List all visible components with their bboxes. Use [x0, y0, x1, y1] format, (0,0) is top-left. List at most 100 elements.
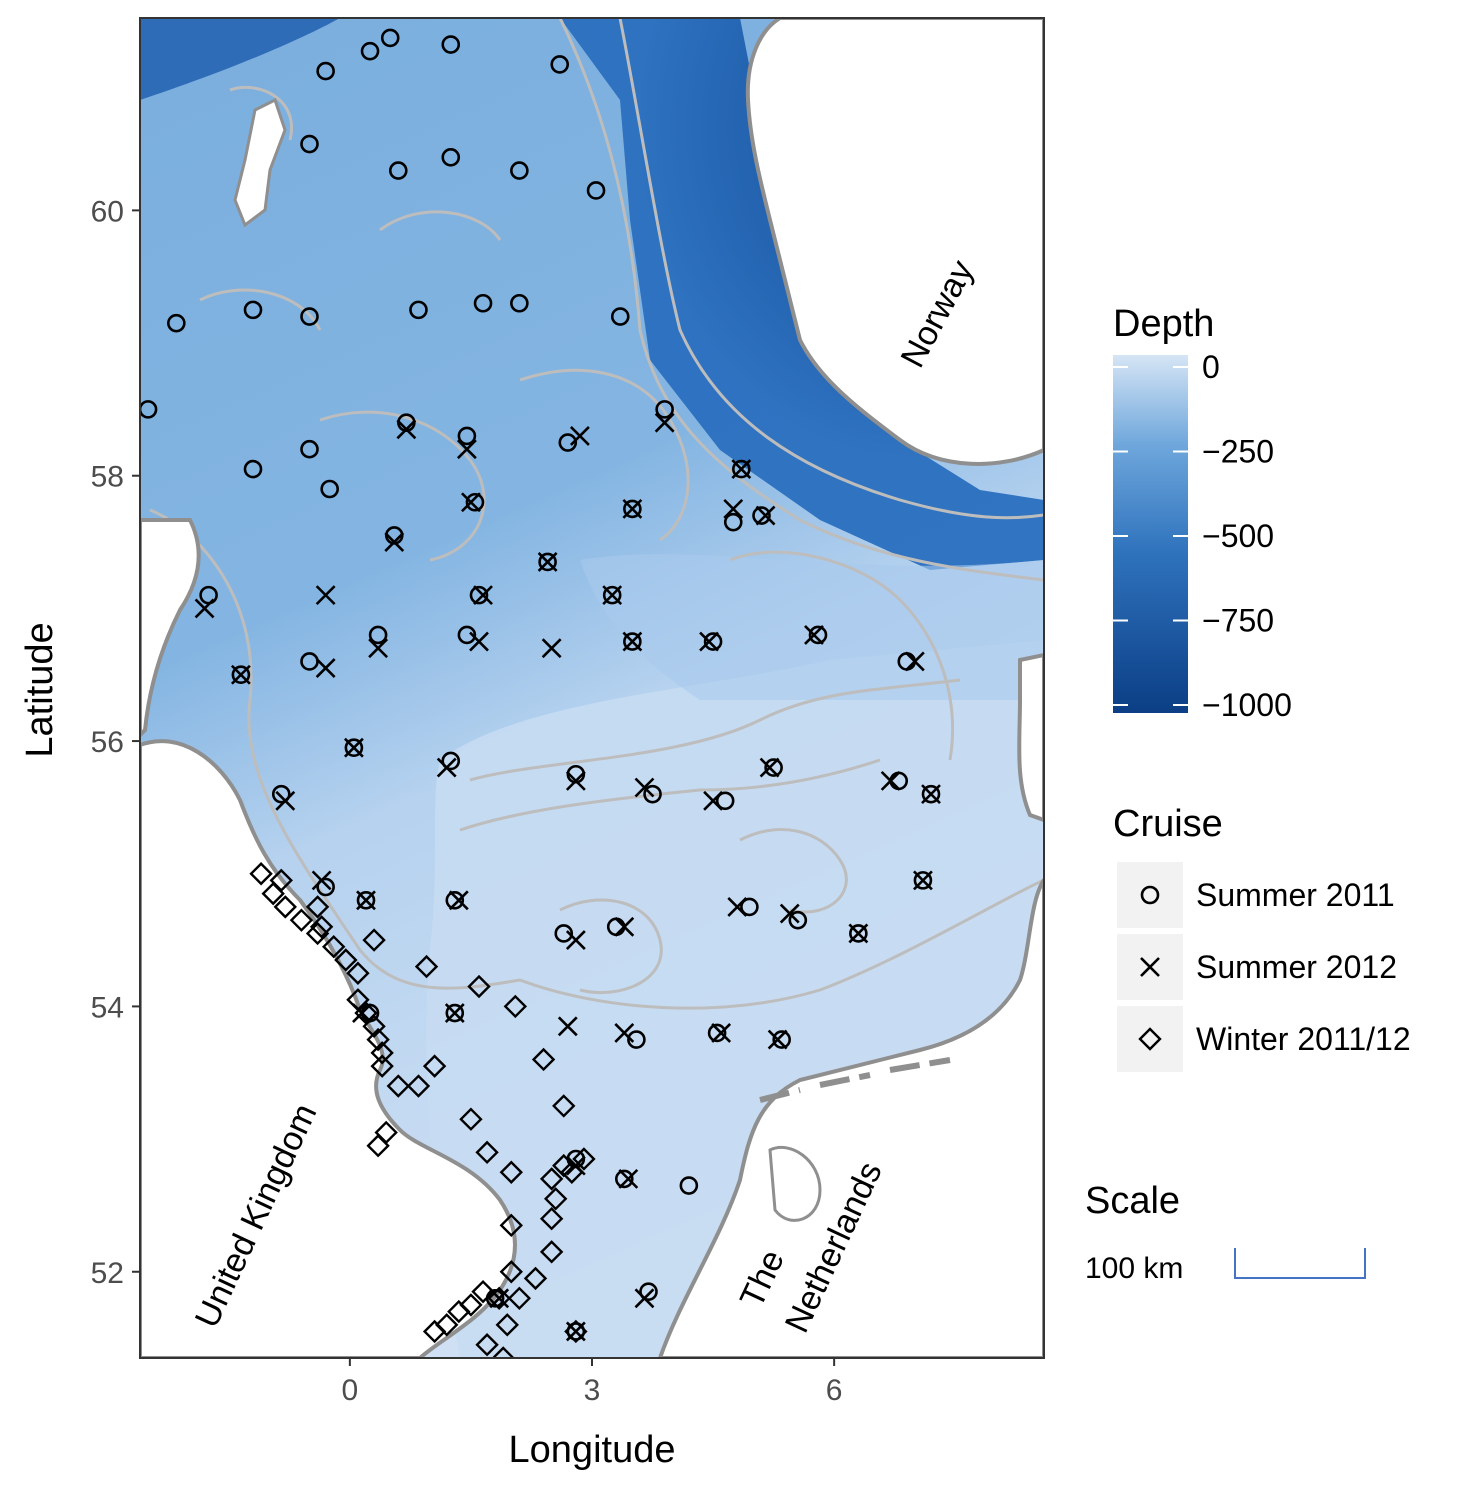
station-summer-2011-marker [167, 313, 186, 333]
station-winter-2011-12-marker [560, 1160, 584, 1184]
station-summer-2011-marker [679, 1176, 699, 1195]
station-winter-2011-12-marker [499, 1260, 523, 1284]
station-summer-2012-marker [755, 505, 776, 526]
cruise-legend-label: Summer 2012 [1196, 949, 1397, 985]
station-winter-2011-12-marker [422, 1054, 447, 1078]
land-norway [745, 18, 1044, 466]
station-summer-2011-marker [316, 877, 335, 897]
station-summer-2012-marker [194, 598, 215, 619]
station-summer-2011-marker [723, 512, 743, 532]
x-tick-label: 6 [826, 1374, 843, 1407]
station-summer-2012-marker [311, 870, 332, 891]
station-summer-2011-marker [457, 426, 477, 446]
x-tick-label: 3 [584, 1374, 601, 1407]
legend-circle-icon [1140, 885, 1160, 905]
station-winter-2011-12-marker [414, 954, 439, 979]
cruise-legend-title: Cruise [1113, 803, 1223, 845]
station-winter-2011-12-marker [435, 1313, 459, 1337]
station-summer-2012-marker [444, 1003, 465, 1023]
station-summer-2012-marker [315, 658, 336, 679]
station-winter-2011-12-marker [305, 895, 330, 919]
depth-legend-title: Depth [1113, 303, 1214, 345]
station-winter-2011-12-marker [507, 1286, 532, 1310]
station-summer-2011-marker [441, 751, 461, 771]
station-winter-2011-12-marker [572, 1147, 596, 1171]
station-summer-2012-marker [436, 757, 457, 778]
station-summer-2011-marker [707, 1023, 727, 1043]
station-summer-2011-marker [623, 499, 642, 519]
station-summer-2012-marker [541, 638, 562, 659]
station-summer-2011-marker [913, 871, 933, 890]
station-winter-2011-12-marker [346, 961, 370, 985]
station-summer-2012-marker [614, 916, 635, 937]
station-winter-2011-12-marker [491, 1346, 515, 1358]
station-summer-2012-marker [634, 777, 655, 798]
station-summer-2011-marker [643, 784, 662, 804]
station-summer-2012-marker [904, 651, 925, 672]
cruise-legend-key [1117, 1006, 1183, 1072]
station-summer-2012-marker [654, 412, 675, 433]
station-summer-2011-marker [356, 890, 376, 910]
station-summer-2012-marker [699, 631, 719, 652]
station-winter-2011-12-marker [249, 862, 273, 886]
station-winter-2011-12-marker [475, 1333, 499, 1357]
station-summer-2012-marker [473, 585, 493, 606]
station-summer-2012-marker [356, 890, 376, 911]
station-summer-2012-marker [759, 757, 780, 778]
depth-tick-label: −250 [1202, 434, 1274, 470]
station-summer-2012-marker [565, 930, 586, 950]
station-summer-2012-marker [921, 784, 941, 805]
cruise-legend-key [1117, 862, 1183, 928]
station-winter-2011-12-marker [539, 1240, 564, 1264]
station-summer-2011-marker [623, 632, 642, 651]
x-tick-label: 0 [342, 1374, 359, 1407]
land-shetland [233, 97, 287, 228]
depth-tick-label: 0 [1202, 349, 1220, 385]
station-summer-2011-marker [300, 134, 319, 154]
station-winter-2011-12-marker [539, 1167, 564, 1191]
ijsselmeer [768, 1145, 822, 1222]
station-summer-2012-marker [368, 638, 389, 659]
depth-tick-label: −1000 [1202, 687, 1292, 723]
station-summer-2011-marker [610, 307, 630, 326]
station-summer-2011-marker [243, 300, 263, 320]
station-winter-2011-12-marker [362, 1014, 386, 1039]
station-summer-2011-marker [586, 181, 606, 200]
station-winter-2011-12-marker [552, 1094, 576, 1118]
station-summer-2012-marker [461, 492, 481, 513]
station-winter-2011-12-marker [531, 1047, 556, 1072]
station-winter-2011-12-marker [499, 1213, 523, 1238]
station-summer-2012-marker [723, 498, 744, 519]
station-summer-2012-marker [343, 737, 364, 758]
y-axis: 52 54 56 58 60 [91, 195, 140, 1290]
station-summer-2012-marker [880, 770, 901, 791]
station-summer-2012-marker [614, 1023, 635, 1043]
station-summer-2011-marker [510, 293, 529, 313]
station-summer-2011-marker [473, 293, 493, 313]
cruise-legend-label: Summer 2011 [1196, 877, 1395, 913]
station-summer-2011-marker [921, 784, 941, 804]
northwest-deep-water [140, 18, 340, 100]
station-winter-2011-12-marker [305, 921, 330, 946]
station-summer-2011-marker [271, 784, 291, 804]
x-axis-title: Longitude [509, 1429, 676, 1471]
y-tick-label: 56 [91, 726, 124, 759]
station-summer-2011-marker [388, 161, 408, 180]
station-winter-2011-12-marker [309, 915, 334, 939]
station-summer-2012-marker [804, 625, 824, 645]
station-winter-2011-12-marker [261, 881, 285, 906]
station-summer-2011-marker [320, 479, 339, 499]
station-summer-2011-marker [344, 738, 364, 758]
station-winter-2011-12-marker [471, 1279, 495, 1304]
y-tick-label: 52 [91, 1257, 124, 1290]
cruise-legend-label: Winter 2011/12 [1196, 1021, 1411, 1057]
station-winter-2011-12-marker [564, 1319, 588, 1344]
station-summer-2011-marker [655, 400, 674, 419]
legend-cross-icon [1140, 957, 1160, 977]
station-winter-2011-12-marker [289, 908, 314, 932]
station-summer-2012-marker [622, 631, 643, 652]
station-summer-2011-marker [715, 791, 735, 811]
y-axis-title: Latitude [19, 622, 61, 757]
station-winter-2011-12-marker [370, 1041, 394, 1065]
station-summer-2011-marker [538, 552, 557, 572]
